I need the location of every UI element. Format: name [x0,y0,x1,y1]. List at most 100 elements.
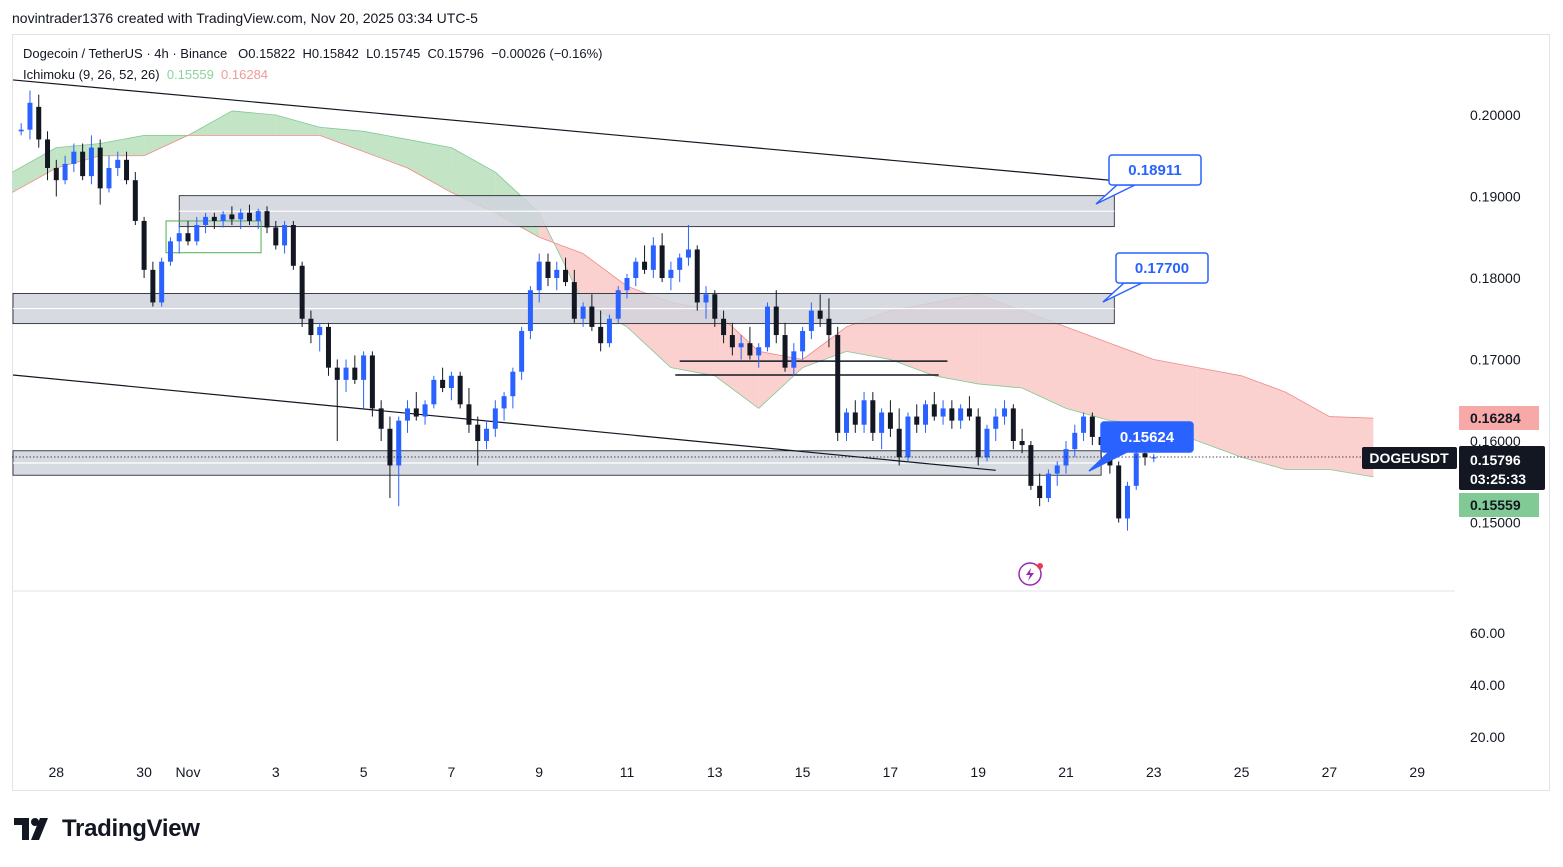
candle-down [124,159,130,181]
candle-up [448,375,454,389]
candle-up [905,416,911,458]
symbol-tag-label: DOGEUSDT [1369,450,1449,466]
candle-up [527,290,533,331]
cloud-span-b [539,236,584,254]
cloud-segment [275,115,320,136]
callout-pointer [1095,184,1136,205]
cloud-span-a [1197,440,1242,458]
lightning-icon [1026,568,1034,581]
candle-up [176,233,182,242]
oscillator-tick-label: 40.00 [1470,677,1505,693]
oscillator-axis: 60.00 40.00 20.00 [1470,625,1505,745]
time-tick-label: 5 [360,764,368,780]
price-tick-label: 0.16000 [1470,433,1521,449]
price-axis: 0.20000 0.19000 0.18000 0.17000 0.16000 0.150… [1470,107,1521,531]
candle-down [45,139,51,168]
callout-box [1115,252,1209,284]
candle-down [721,318,727,336]
candle-down [264,211,270,228]
price-callout: 0.18911 [1095,154,1202,205]
candle-up [923,404,929,425]
candle-up [984,428,990,458]
candle-down [290,225,296,266]
candle-up [756,347,762,356]
candle-up [167,241,173,262]
cloud-span-b [1153,359,1198,369]
candle-up [220,214,226,221]
candle-up [1072,432,1078,450]
axis-dividers [12,456,1455,592]
cloud-span-b [1285,391,1330,417]
tradingview-logo[interactable]: TradingView [14,815,200,843]
time-tick-label: 7 [448,764,456,780]
time-tick-label: 19 [970,764,986,780]
alert-badge [1037,563,1043,569]
candle-up [484,428,490,441]
cloud-span-a [451,147,496,173]
candle-up [554,269,560,278]
indicator-name: Ichimoku (9, 26, 52, 26) [23,67,160,82]
candle-up [668,269,674,278]
candle-up [879,412,885,433]
cloud-span-a [187,110,233,136]
candle-down [1142,453,1148,458]
candle-down [466,404,472,425]
cloud-segment [319,127,364,152]
candle-up [703,294,709,303]
candle-up [361,355,367,380]
candle-down [80,151,86,177]
candle-up [1054,465,1060,474]
axis-price-tags: 0.16284 DOGEUSDT 0.15796 03:25:33 0.15559 [1362,406,1545,517]
candle-down [747,343,753,356]
candle-down [1019,441,1025,446]
candle-down [826,318,832,336]
legend-change: −0.00026 (−0.16%) [491,46,603,61]
candle-down [598,326,604,344]
cloud-segment [1109,343,1154,425]
candle-up [1081,416,1087,433]
candle-up [396,420,402,466]
cloud-span-b [1197,367,1242,377]
candle-down [308,318,314,336]
candle-down [1116,465,1122,519]
cloud-span-b [802,326,847,360]
cloud-span-a [56,143,101,148]
candle-down [211,216,217,221]
callout-pointer [1102,282,1143,303]
indicator-legend[interactable]: Ichimoku (9, 26, 52, 26) 0.15559 0.16284 [23,67,268,82]
chart-frame [12,34,1550,791]
candle-down [53,167,59,181]
candle-up [677,257,683,270]
legend-high: H0.15842 [302,46,359,61]
candle-down [141,220,147,270]
candle-down [378,408,384,429]
time-tick-label: 23 [1146,764,1162,780]
time-tick-label: 9 [535,764,543,780]
candles [18,90,1157,531]
oscillator-tick-label: 20.00 [1470,729,1505,745]
candle-up [238,212,244,220]
candle-up [422,404,428,417]
candle-down [1028,445,1034,486]
time-axis: 28 30 Nov 3 5 7 9 11 13 15 17 19 21 23 25 27 29 [49,764,1426,780]
candle-down [694,249,700,303]
candle-down [563,269,569,283]
time-tick-label: 13 [707,764,723,780]
candle-up [940,408,946,417]
candle-up [615,290,621,319]
cloud-span-b [1329,416,1374,419]
cloud-span-a [626,326,672,368]
cloud-span-a [846,350,891,360]
time-tick-label: 27 [1322,764,1338,780]
price-tick-label: 0.17000 [1470,352,1521,368]
tag-span-b-label: 0.16284 [1470,410,1521,426]
cloud-span-a [978,383,1023,389]
time-tick-label: 17 [883,764,899,780]
tradingview-logo-icon [14,818,48,840]
candle-up [71,151,77,164]
cloud-span-a [1241,456,1286,470]
callout-label: 0.18911 [1128,162,1181,179]
cloud-segment [1066,326,1110,421]
cloud-span-a [363,130,408,140]
